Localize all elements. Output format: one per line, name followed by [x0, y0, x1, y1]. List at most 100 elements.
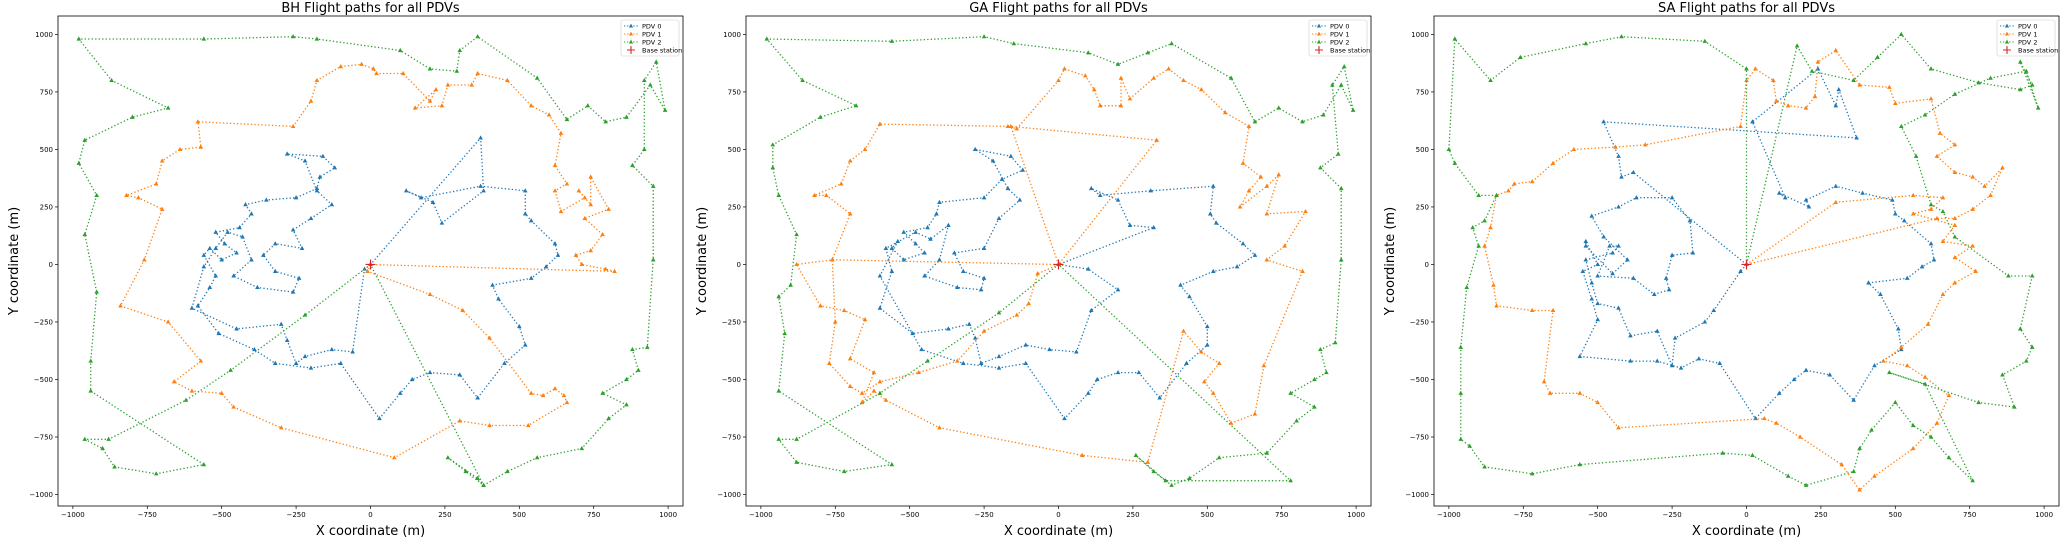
data-point — [308, 365, 314, 370]
data-point — [237, 225, 242, 230]
data-point — [889, 245, 895, 250]
data-point — [889, 268, 895, 273]
data-point — [1631, 169, 1636, 175]
data-point — [1833, 183, 1839, 188]
data-point — [859, 390, 865, 395]
data-point — [177, 146, 183, 152]
chart-title: BH Flight paths for all PDVs — [281, 1, 460, 16]
data-point — [1097, 192, 1103, 198]
data-point — [552, 241, 558, 246]
data-point — [377, 415, 382, 421]
data-point — [82, 137, 88, 142]
series-line — [879, 148, 1256, 420]
x-tick-label: −500 — [1588, 511, 1607, 519]
data-point — [522, 342, 528, 347]
data-point — [1815, 59, 1821, 64]
data-point — [1934, 153, 1940, 158]
data-point — [585, 103, 591, 108]
data-point — [1056, 77, 1061, 83]
data-point — [457, 418, 463, 423]
data-point — [1261, 363, 1267, 368]
data-point — [1338, 82, 1344, 87]
data-point — [397, 47, 403, 53]
data-point — [996, 215, 1002, 221]
data-point — [1023, 342, 1029, 347]
data-point — [1773, 98, 1779, 103]
data-point — [1458, 436, 1464, 441]
data-point — [841, 307, 847, 313]
data-point — [877, 273, 883, 278]
data-point — [996, 310, 1002, 315]
data-point — [1663, 275, 1669, 280]
y-tick-label: −500 — [722, 376, 741, 384]
data-point — [946, 222, 951, 227]
data-point — [1246, 123, 1252, 129]
y-tick-label: 500 — [728, 146, 741, 154]
data-point — [159, 158, 165, 163]
data-point — [1669, 363, 1675, 368]
data-point — [457, 372, 463, 377]
data-point — [794, 436, 799, 441]
data-point — [359, 61, 364, 66]
data-point — [1446, 146, 1452, 152]
data-point — [427, 66, 433, 71]
data-point — [1213, 220, 1219, 225]
data-point — [543, 264, 549, 269]
data-point — [1482, 464, 1487, 469]
data-point — [475, 34, 480, 39]
data-point — [1616, 204, 1621, 209]
data-point — [1803, 197, 1809, 202]
data-point — [561, 392, 567, 398]
data-point — [650, 257, 656, 262]
data-point — [189, 305, 195, 310]
data-point — [1928, 241, 1934, 246]
data-point — [1616, 243, 1621, 248]
legend-marker — [628, 31, 634, 36]
data-point — [1595, 261, 1600, 267]
x-tick-label: 500 — [1201, 511, 1214, 519]
data-point — [1770, 77, 1776, 83]
data-point — [439, 220, 445, 225]
data-point — [847, 211, 853, 216]
data-point — [252, 346, 257, 352]
data-point — [841, 468, 847, 474]
data-point — [332, 165, 338, 170]
data-point — [1976, 80, 1981, 85]
data-point — [1550, 307, 1556, 313]
data-point — [1488, 77, 1493, 83]
data-point — [198, 358, 204, 363]
data-point — [76, 36, 82, 41]
data-point — [624, 402, 629, 407]
data-point — [925, 358, 930, 363]
data-point — [830, 257, 835, 262]
data-point — [1678, 365, 1684, 370]
data-point — [1654, 328, 1660, 333]
data-point — [1601, 119, 1606, 124]
data-point — [827, 360, 832, 365]
data-point — [1952, 169, 1958, 175]
data-point — [1482, 218, 1487, 223]
data-point — [972, 335, 978, 340]
data-point — [1470, 225, 1475, 230]
legend-label: PDV 0 — [642, 22, 661, 30]
data-point — [812, 192, 817, 198]
data-point — [219, 390, 224, 395]
data-point — [1976, 399, 1981, 405]
y-axis-label: Y coordinate (m) — [695, 207, 710, 316]
data-point — [647, 82, 653, 87]
data-point — [1506, 188, 1511, 193]
data-point — [165, 319, 171, 324]
data-point — [1925, 321, 1931, 326]
data-point — [296, 275, 302, 280]
data-point — [1097, 103, 1103, 108]
data-point — [329, 346, 335, 352]
data-point — [1088, 307, 1094, 313]
x-tick-label: −250 — [286, 511, 305, 519]
x-tick-label: 750 — [1275, 511, 1288, 519]
data-point — [314, 36, 320, 41]
data-point — [934, 211, 939, 216]
data-point — [1866, 280, 1871, 285]
y-tick-label: 750 — [1416, 88, 1429, 96]
data-point — [1151, 225, 1157, 230]
data-point — [794, 261, 799, 267]
